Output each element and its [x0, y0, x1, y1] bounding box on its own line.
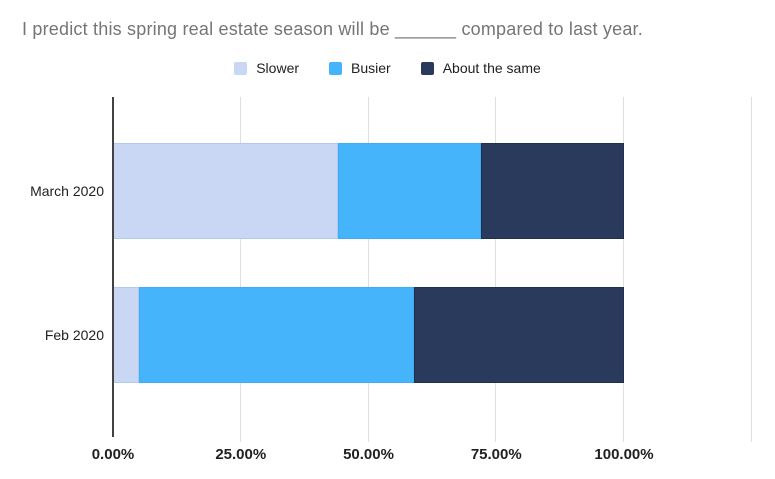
chart-title: I predict this spring real estate season… — [22, 19, 643, 39]
bar-segment-busier — [337, 143, 481, 239]
legend-item-busier: Busier — [329, 60, 391, 76]
x-axis-tick-label: 100.00% — [594, 446, 654, 463]
x-axis-tick-label: 0.00% — [91, 446, 135, 463]
x-axis-tick-label: 25.00% — [215, 446, 267, 463]
bar-segment-about-the-same — [480, 143, 624, 239]
y-axis-category-label: March 2020 — [30, 183, 104, 199]
legend-swatch-icon-busier — [329, 61, 343, 75]
gridline — [623, 97, 624, 442]
x-axis-tick-label: 50.00% — [343, 446, 394, 463]
y-axis-line — [112, 97, 114, 437]
gridline — [495, 97, 497, 442]
bar-segment-about-the-same — [414, 287, 624, 383]
legend-item-slower: Slower — [234, 60, 299, 76]
legend-label-busier: Busier — [351, 60, 391, 76]
legend-label-slower: Slower — [256, 60, 300, 76]
x-axis-tick-label: 75.00% — [470, 446, 522, 463]
legend-swatch-icon-about-the-same — [420, 61, 434, 75]
y-axis-category-label: Feb 2020 — [44, 327, 104, 343]
bar-segment-slower — [113, 287, 139, 383]
gridline — [239, 97, 241, 442]
gridline — [750, 97, 752, 442]
bar-segment-slower — [113, 143, 338, 239]
gridline — [367, 97, 369, 442]
legend-swatch-icon-slower — [234, 61, 248, 75]
legend-item-about-the-same: About the same — [420, 60, 541, 76]
chart-legend: Slower Busier About the same — [0, 59, 775, 77]
bar-segment-busier — [138, 287, 415, 383]
legend-label-about-the-same: About the same — [442, 60, 541, 76]
